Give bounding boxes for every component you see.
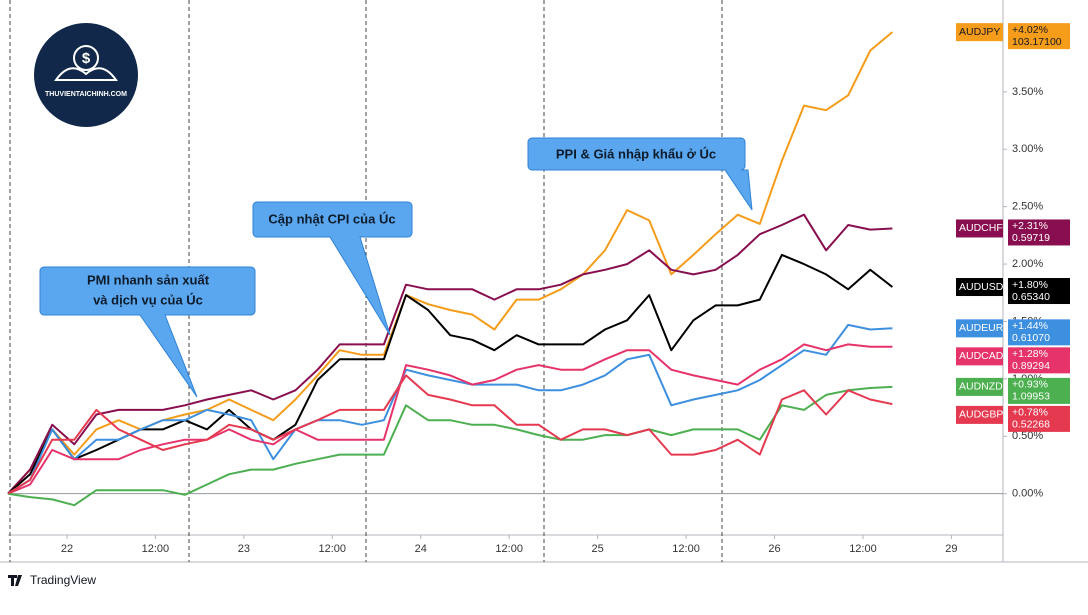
series-name: AUDJPY	[959, 26, 1000, 38]
x-tick-label: 26	[768, 543, 780, 555]
series-line	[7, 385, 893, 507]
x-tick-label: 12:00	[672, 543, 700, 555]
callout-text: PPI & Giá nhập khẩu ở Úc	[556, 146, 716, 161]
y-tick-label: 2.50%	[1012, 201, 1043, 213]
series-price: 0.65340	[1012, 291, 1050, 303]
logo-book	[54, 67, 118, 81]
series-name-box	[956, 278, 1003, 297]
series-line	[7, 323, 893, 495]
callout-text: Cập nhật CPI của Úc	[268, 211, 395, 226]
logo-text: THUVIENTAICHINH.COM	[45, 91, 127, 98]
brand-text: TradingView	[30, 573, 96, 587]
x-tick-label: 12:00	[142, 543, 170, 555]
series-price: 0.59719	[1012, 232, 1050, 244]
series-change: +1.28%	[1012, 348, 1048, 360]
series-name-box	[956, 405, 1003, 424]
series-name-box	[956, 319, 1003, 338]
series-price: 0.89294	[1012, 360, 1050, 372]
callout-box	[39, 266, 256, 398]
x-tick-label: 12:00	[495, 543, 523, 555]
series-value-box	[1008, 219, 1070, 246]
series-line	[7, 253, 894, 495]
series-value-box	[1008, 23, 1070, 50]
x-tick-label: 23	[238, 543, 250, 555]
series-change: +2.31%	[1012, 220, 1048, 232]
series-change: +4.02%	[1012, 24, 1048, 36]
series-line	[7, 343, 893, 495]
series-line	[7, 374, 893, 495]
y-tick-label: 3.50%	[1012, 86, 1043, 98]
series-value-box	[1008, 319, 1070, 346]
series-change: +1.80%	[1012, 279, 1048, 291]
series-name: AUDGBP	[959, 409, 1003, 421]
callout-box	[527, 137, 753, 211]
x-tick-label: 29	[945, 543, 957, 555]
logo-symbol: $	[82, 50, 91, 67]
series-price: 0.52268	[1012, 419, 1050, 431]
y-tick-label: 0.50%	[1012, 430, 1043, 442]
x-tick-label: 25	[592, 543, 604, 555]
x-tick-label: 24	[415, 543, 427, 555]
series-price: 0.61070	[1012, 332, 1050, 344]
series-line	[7, 213, 893, 495]
series-line	[7, 31, 894, 495]
series-value-box	[1008, 278, 1070, 305]
brand: TradingView	[8, 573, 96, 587]
brand-icon	[8, 575, 22, 586]
series-change: +0.78%	[1012, 407, 1048, 419]
series-name-box	[956, 23, 1003, 42]
series-value-box	[1008, 377, 1070, 404]
callout-box	[252, 201, 413, 336]
series-change: +1.44%	[1012, 320, 1048, 332]
series-name-box	[956, 219, 1003, 238]
series-name: AUDCAD	[959, 350, 1004, 362]
series-name-box	[956, 347, 1003, 366]
x-tick-label: 22	[61, 543, 73, 555]
logo: $ THUVIENTAICHINH.COM	[34, 23, 138, 127]
x-tick-label: 12:00	[319, 543, 347, 555]
series-change: +0.93%	[1012, 379, 1048, 391]
logo-coin	[73, 45, 99, 71]
x-tick-label: 12:00	[849, 543, 877, 555]
series-value-box	[1008, 347, 1070, 374]
y-tick-label: 0.00%	[1012, 488, 1043, 500]
series-name: AUDCHF	[959, 222, 1003, 234]
callout-text: và dịch vụ của Úc	[93, 292, 203, 307]
y-tick-label: 3.00%	[1012, 143, 1043, 155]
callout-text: PMI nhanh sản xuất	[87, 272, 210, 287]
series-price: 103.17100	[1012, 36, 1062, 48]
callouts: PMI nhanh sản xuất và dịch vụ của Úc Cập…	[39, 137, 753, 398]
series-name: AUDNZD	[959, 381, 1003, 393]
series-value-box	[1008, 405, 1070, 432]
series-name: AUDUSD	[959, 281, 1004, 293]
y-tick-label: 2.00%	[1012, 258, 1043, 270]
series-price: 1.09953	[1012, 391, 1050, 403]
series-name-box	[956, 377, 1003, 396]
series-name: AUDEUR	[959, 322, 1004, 334]
